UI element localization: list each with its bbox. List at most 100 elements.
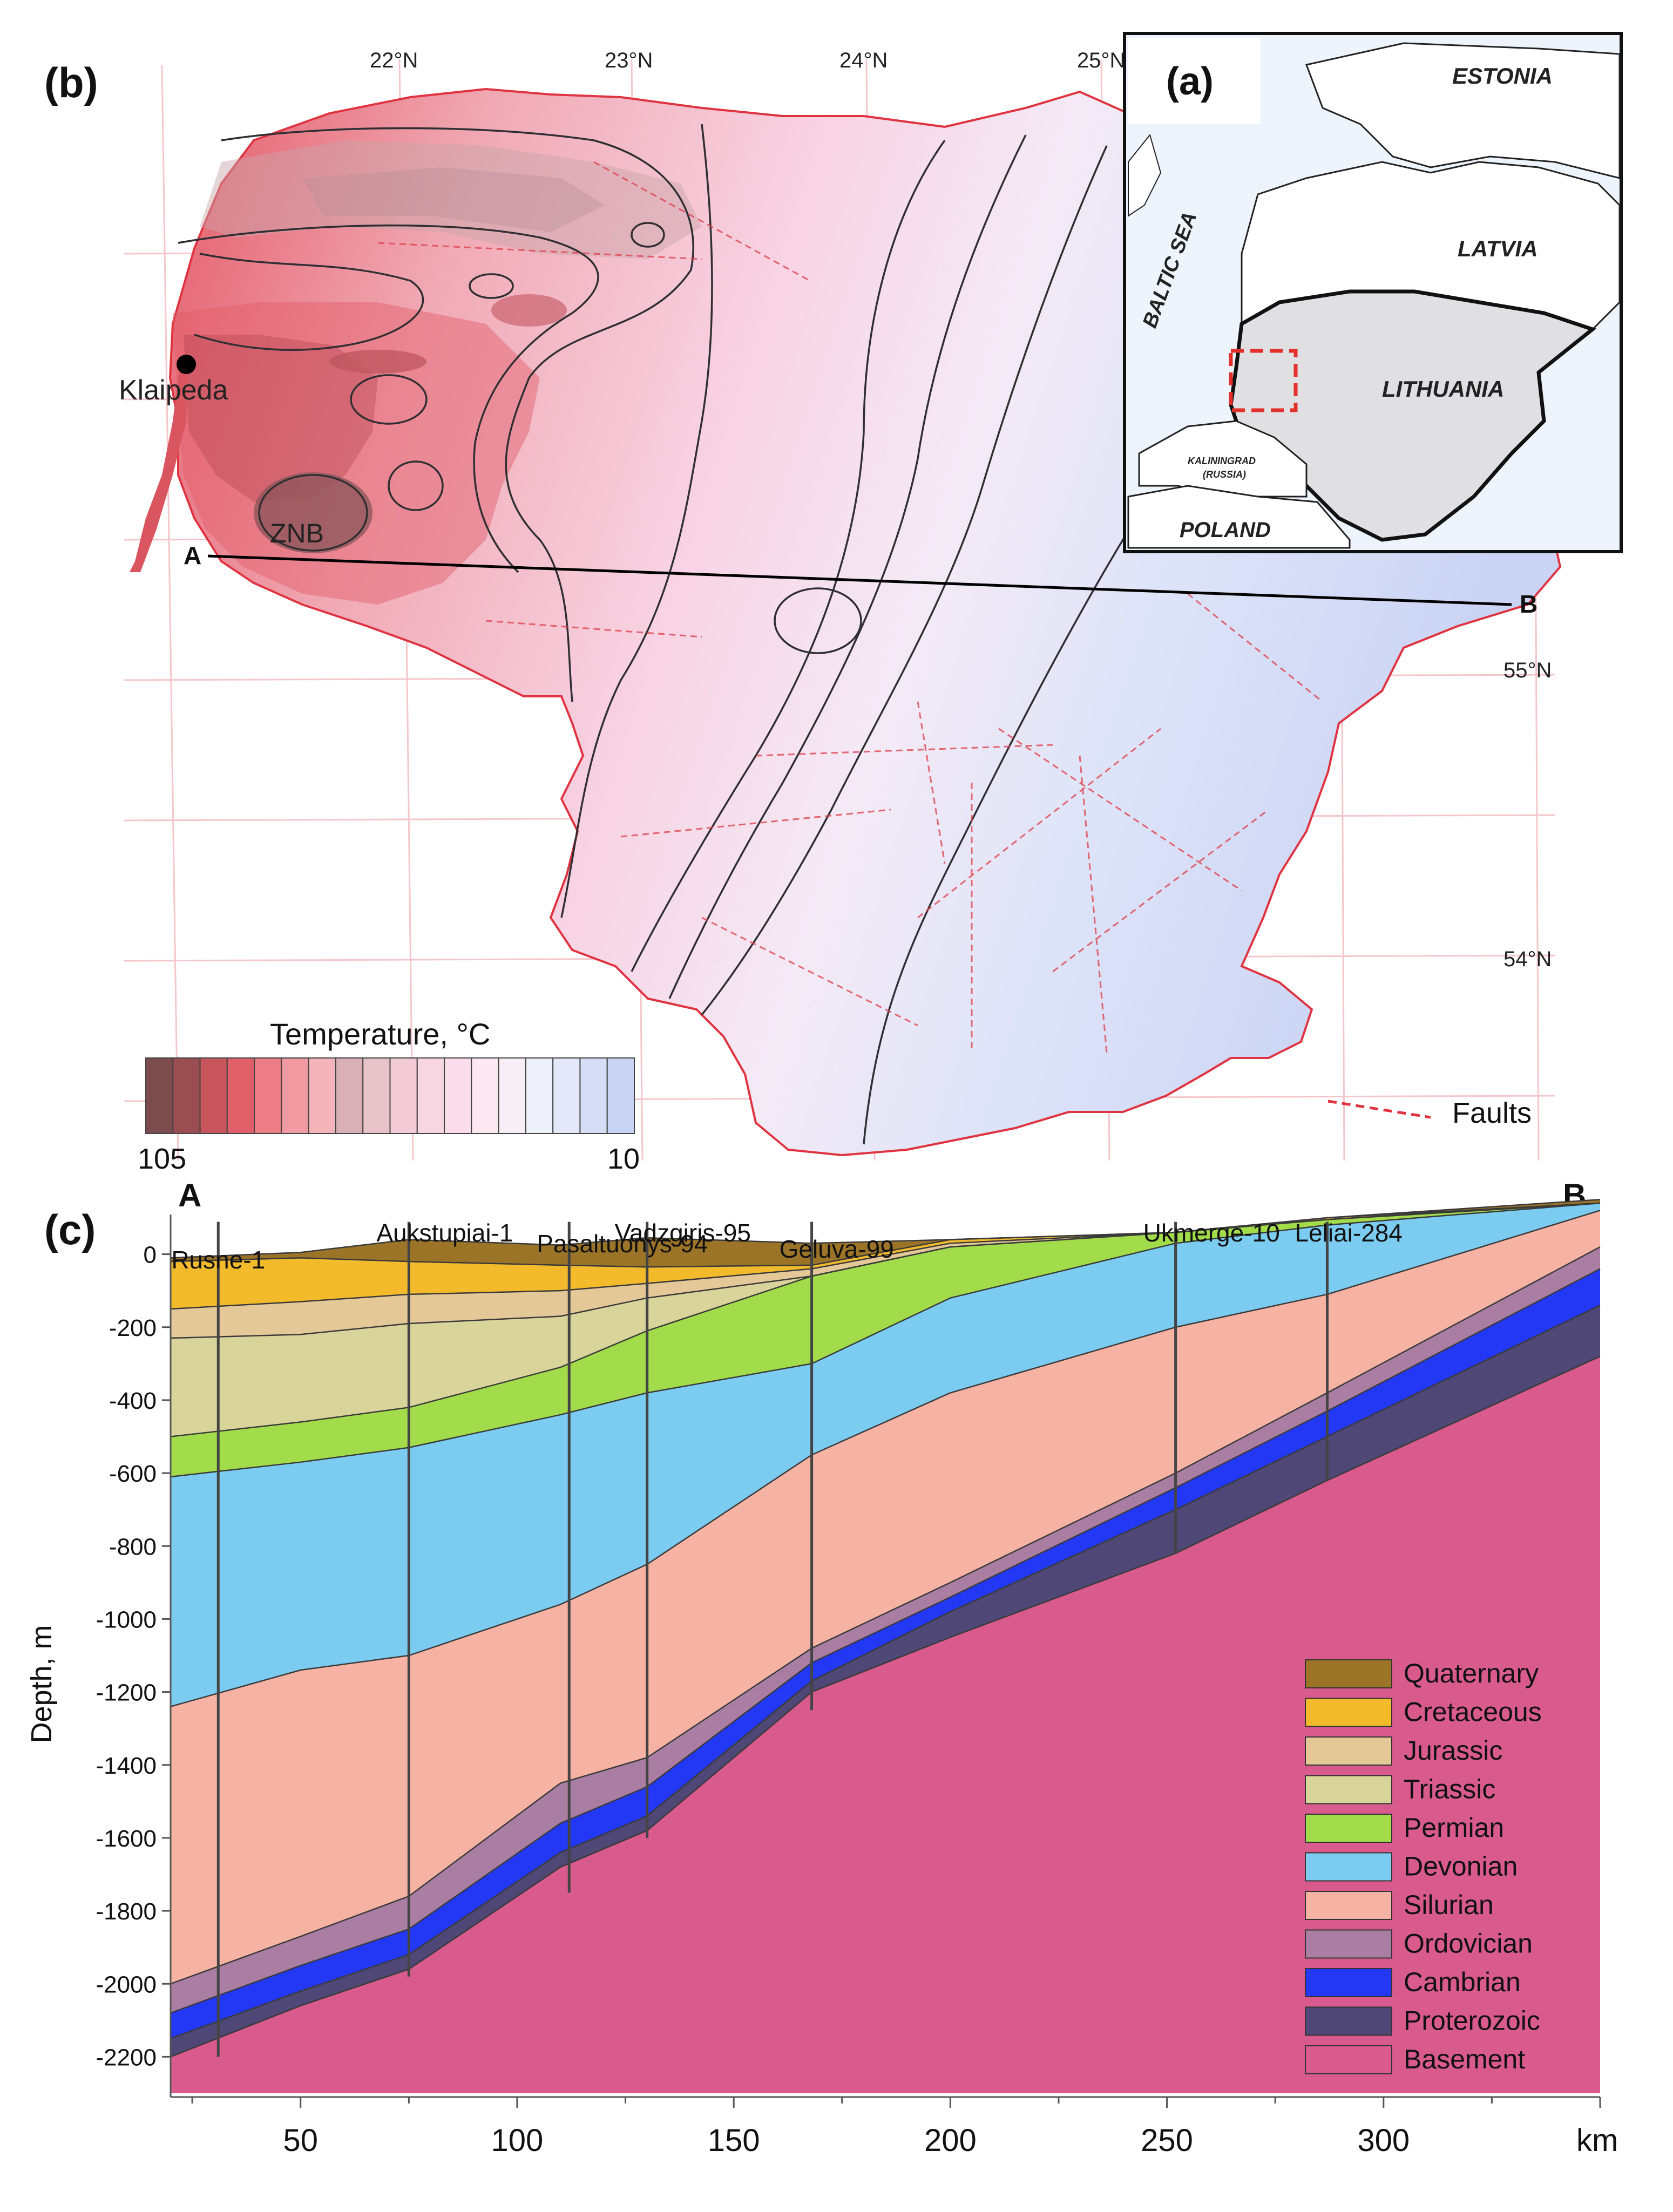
- inset-country-poland: POLAND: [1180, 518, 1271, 542]
- layer-boundaries: [170, 1198, 1601, 2058]
- boundary-devonian: [170, 1202, 1601, 1478]
- inset-kaliningrad-label-2: (RUSSIA): [1203, 469, 1246, 480]
- temperature-swatch: [281, 1057, 309, 1134]
- y-axis-ticks: 0 -200 -400 -600 -800 -1000 -1200 -1400 -1600 -18…: [96, 1242, 171, 2071]
- lon-label-25: 25°N: [1077, 49, 1125, 72]
- boreholes: [216, 1222, 1329, 2057]
- inset-label-background: [1128, 38, 1261, 124]
- well-label: Leliai-284: [1295, 1219, 1402, 1247]
- y-tick-label: -2200: [96, 2044, 157, 2071]
- profile-line-ab: [207, 554, 1512, 606]
- temperature-swatch: [579, 1057, 608, 1134]
- x-tick-label: 150: [708, 2123, 760, 2158]
- well-label: Aukstupiai-1: [376, 1219, 513, 1247]
- y-tick-label: -400: [109, 1388, 157, 1414]
- y-tick-label: -800: [109, 1534, 157, 1560]
- legend-label-quaternary: Quaternary: [1404, 1658, 1539, 1688]
- x-axis-ticks: 50 100 150 200 250 300: [191, 2097, 1601, 2158]
- panel-c-label: (c): [44, 1206, 96, 1253]
- panel-a-label: (a): [1166, 60, 1214, 103]
- inset-poland: [1127, 485, 1351, 549]
- profile-point-b: B: [1520, 590, 1537, 618]
- legend-label-silurian: Silurian: [1404, 1890, 1494, 1920]
- faults-legend-symbol: [1327, 1100, 1431, 1119]
- legend-label-permian: Permian: [1404, 1813, 1504, 1843]
- temperature-swatch: [172, 1057, 201, 1134]
- y-tick-label: 0: [144, 1242, 157, 1268]
- legend-label-devonian: Devonian: [1404, 1851, 1518, 1882]
- well-label: Vadzgiris-95: [615, 1219, 751, 1247]
- inset-country-estonia: ESTONIA: [1452, 63, 1553, 89]
- x-tick-label: 100: [491, 2123, 544, 2158]
- well-label: Rusne-1: [171, 1246, 265, 1274]
- lon-label-24: 24°N: [839, 49, 888, 72]
- inset-scandinavia: [1128, 133, 1162, 217]
- temperature-swatch: [471, 1057, 499, 1134]
- temperature-legend-min: 10: [607, 1143, 640, 1175]
- x-tick-label: 50: [283, 2123, 318, 2158]
- legend-swatch-basement: [1305, 2045, 1392, 2074]
- temperature-swatch: [308, 1057, 336, 1134]
- temperature-swatch: [498, 1057, 526, 1134]
- legend-swatch-silurian: [1305, 1891, 1392, 1920]
- y-tick-label: -1800: [96, 1898, 157, 1925]
- inset-estonia: [1305, 42, 1621, 179]
- legend-swatch-triassic: [1305, 1775, 1392, 1804]
- profile-point-a: A: [184, 541, 201, 569]
- temperature-swatch: [145, 1057, 174, 1134]
- y-tick-label: -600: [109, 1461, 157, 1487]
- legend-swatch-cambrian: [1305, 1968, 1392, 1997]
- temperature-legend-title: Temperature, °C: [270, 1017, 490, 1051]
- well-label: Geluva-99: [780, 1235, 894, 1263]
- layer-permian: [171, 1203, 1600, 1477]
- layer-quaternary: [171, 1199, 1600, 1267]
- boundary-cretaceous: [170, 1202, 1601, 1268]
- legend-label-basement: Basement: [1404, 2044, 1525, 2074]
- legend-swatch-ordovician: [1305, 1929, 1392, 1959]
- boundary-silurian: [170, 1210, 1601, 1707]
- layer-jurassic: [171, 1203, 1600, 1339]
- faults: [377, 161, 1323, 1053]
- y-tick-label: -1400: [96, 1753, 157, 1779]
- temperature-swatch: [552, 1057, 581, 1134]
- legend-label-proterozoic: Proterozoic: [1404, 2006, 1540, 2036]
- y-tick-label: -200: [109, 1315, 157, 1341]
- legend-swatch-proterozoic: [1305, 2006, 1392, 2036]
- layer-silurian: [171, 1210, 1600, 1984]
- y-tick-label: -2000: [96, 1971, 157, 1998]
- zone-label-znb: ZNB: [270, 518, 324, 548]
- x-tick-label: 250: [1141, 2123, 1193, 2158]
- legend-label-cretaceous: Cretaceous: [1404, 1697, 1542, 1727]
- boundary-permian: [170, 1202, 1601, 1437]
- temperature-legend-max: 105: [138, 1143, 186, 1175]
- temperature-swatch: [416, 1057, 445, 1134]
- layer-basement: [171, 1356, 1600, 2093]
- well-label: Pasaltuonys-94: [537, 1230, 708, 1258]
- legend-swatch-jurassic: [1305, 1736, 1392, 1766]
- x-axis-unit: km: [1576, 2123, 1618, 2158]
- layer-triassic: [171, 1203, 1600, 1437]
- temperature-swatch: [226, 1057, 255, 1134]
- legend-swatch-quaternary: [1305, 1659, 1392, 1688]
- study-area-box: [1229, 349, 1298, 412]
- legend-label-jurassic: Jurassic: [1404, 1735, 1502, 1766]
- stratigraphy-legend: Quaternary Cretaceous Jurassic Triassic Perm…: [1305, 1658, 1542, 2074]
- legend-label-ordovician: Ordovician: [1404, 1929, 1533, 1959]
- temperature-swatch: [389, 1057, 418, 1134]
- section-end-a: A: [178, 1177, 201, 1213]
- inset-kaliningrad: [1138, 420, 1308, 498]
- isotherm-contours: [178, 124, 1324, 1145]
- temperature-swatch: [444, 1057, 472, 1134]
- layer-proterozoic: [171, 1305, 1600, 2057]
- lat-label-54: 54°N: [1503, 947, 1552, 971]
- klaipeda-marker: [177, 355, 196, 374]
- legend-swatch-cretaceous: [1305, 1698, 1392, 1727]
- y-axis-label: Depth, m: [25, 1625, 58, 1743]
- temperature-swatch: [362, 1057, 391, 1134]
- curonian-spit: [130, 356, 189, 572]
- temperature-swatch: [199, 1057, 228, 1134]
- lon-label-22: 22°N: [370, 49, 418, 72]
- legend-label-cambrian: Cambrian: [1404, 1967, 1521, 1997]
